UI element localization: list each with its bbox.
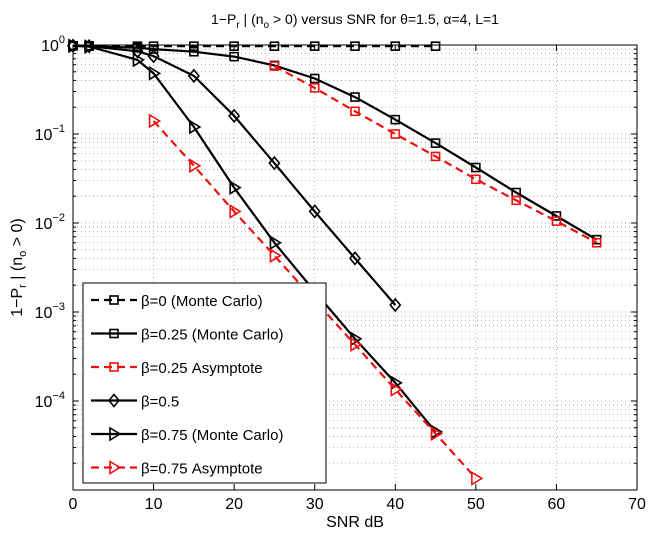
- y-tick-label: 100: [41, 34, 65, 55]
- legend-marker: [109, 426, 122, 442]
- series-2: [68, 40, 602, 245]
- data-point: [68, 38, 81, 54]
- data-point: [430, 151, 441, 162]
- series-3: [269, 61, 602, 248]
- series-line: [72, 44, 437, 433]
- legend-box: [82, 282, 327, 484]
- legend-marker: [109, 328, 119, 339]
- data-point: [84, 39, 97, 54]
- data-point: [148, 113, 162, 129]
- legend-marker: [109, 295, 119, 305]
- data-point: [229, 51, 239, 62]
- x-tick-label: 70: [628, 496, 646, 513]
- data-point: [189, 41, 199, 51]
- y-tick-label: 10−4: [35, 390, 65, 411]
- data-point: [132, 52, 146, 68]
- data-point: [430, 41, 441, 51]
- data-point: [389, 297, 402, 313]
- data-point: [148, 65, 162, 81]
- data-point: [591, 237, 602, 248]
- x-tick-label: 30: [306, 496, 324, 513]
- x-tick-label: 0: [69, 496, 78, 513]
- legend: β=0 (Monte Carlo) β=0.25 (Monte Carlo) β=0…: [82, 282, 327, 484]
- data-point: [350, 337, 363, 353]
- data-point: [350, 41, 360, 51]
- data-point: [471, 174, 481, 185]
- data-point: [269, 248, 282, 264]
- y-tick-label: 10−1: [35, 123, 65, 144]
- legend-marker: [109, 362, 119, 372]
- data-point: [308, 204, 321, 219]
- y-axis-label: 1−Pr | (no > 0): [9, 218, 29, 316]
- data-point: [147, 48, 160, 64]
- legend-label: β=0.25 Asymptote: [141, 360, 263, 377]
- data-point: [309, 73, 320, 84]
- x-tick-label: 50: [467, 496, 485, 513]
- legend-marker: [107, 393, 121, 408]
- data-point: [390, 41, 401, 51]
- data-point: [350, 92, 360, 102]
- chart-title: 1−Pr | (no > 0) versus SNR for θ=1.5, α=…: [211, 11, 499, 31]
- data-point: [309, 83, 320, 93]
- series-line: [72, 44, 598, 241]
- data-point: [229, 203, 242, 219]
- legend-label: β=0.75 (Monte Carlo): [141, 427, 283, 444]
- data-point: [551, 211, 562, 221]
- y-tick-label: 10−3: [35, 301, 65, 322]
- series-line: [273, 65, 598, 244]
- x-tick-label: 10: [145, 496, 163, 513]
- y-tick-label: 10−2: [35, 212, 65, 233]
- data-point: [229, 41, 239, 51]
- x-tick-label: 20: [225, 496, 243, 513]
- data-point: [269, 41, 280, 51]
- data-point: [430, 426, 444, 442]
- x-tick-label: 40: [386, 496, 404, 513]
- x-axis-label: SNR dB: [326, 514, 384, 531]
- data-point: [430, 138, 441, 148]
- data-point: [390, 129, 401, 139]
- data-point: [511, 195, 521, 206]
- legend-label: β=0 (Monte Carlo): [141, 293, 263, 310]
- data-point: [348, 251, 362, 266]
- data-point: [309, 41, 320, 51]
- x-tick-label: 60: [548, 496, 566, 513]
- data-point: [269, 235, 282, 251]
- data-point: [269, 61, 280, 71]
- legend-label: β=0.5: [141, 394, 179, 411]
- data-point: [148, 44, 159, 54]
- data-point: [131, 44, 144, 59]
- series-line: [72, 44, 397, 306]
- legend-label: β=0.25 (Monte Carlo): [141, 327, 283, 344]
- data-point: [471, 470, 484, 486]
- legend-label: β=0.75 Asymptote: [141, 461, 263, 478]
- data-point: [268, 155, 281, 171]
- data-point: [471, 162, 481, 173]
- data-point: [189, 119, 202, 135]
- data-point: [229, 180, 242, 195]
- data-point: [189, 158, 202, 174]
- data-point: [228, 108, 241, 124]
- data-point: [390, 381, 403, 397]
- data-point: [189, 46, 199, 57]
- data-point: [350, 106, 360, 117]
- axes-box: [72, 44, 638, 491]
- legend-marker: [109, 460, 122, 475]
- data-point: [187, 68, 200, 84]
- data-point: [390, 114, 401, 125]
- data-point: [551, 216, 562, 226]
